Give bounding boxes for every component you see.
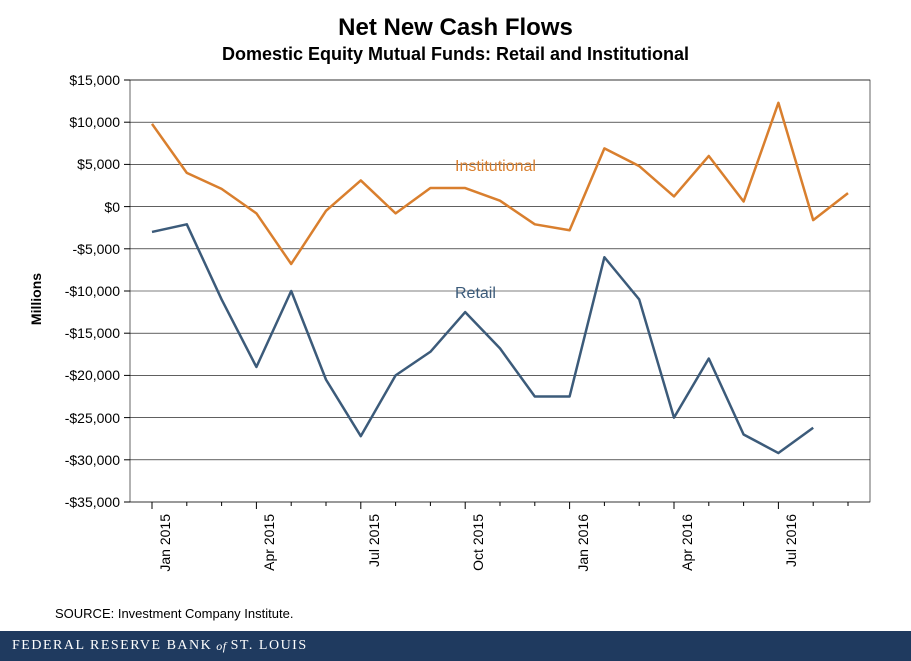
y-tick-label: -$30,000 <box>65 452 120 468</box>
x-tick-label: Jan 2015 <box>157 514 173 572</box>
y-tick-label: -$20,000 <box>65 367 120 383</box>
y-tick-label: -$15,000 <box>65 325 120 341</box>
y-tick-label: -$5,000 <box>73 241 120 257</box>
footer-text-3: ST. LOUIS <box>231 638 308 654</box>
series-label-retail: Retail <box>455 285 496 303</box>
y-tick-label: $5,000 <box>77 156 120 172</box>
footer-bar: FEDERAL RESERVE BANK of ST. LOUIS <box>0 631 911 661</box>
footer-text-2: of <box>216 639 226 654</box>
x-tick-label: Apr 2016 <box>679 514 695 571</box>
y-tick-label: $15,000 <box>69 72 120 88</box>
chart-title: Net New Cash Flows <box>0 0 911 42</box>
y-tick-label: -$10,000 <box>65 283 120 299</box>
x-tick-label: Jul 2016 <box>783 514 799 567</box>
chart-container: Net New Cash Flows Domestic Equity Mutua… <box>0 0 911 661</box>
series-line-institutional <box>152 103 848 264</box>
y-axis-label: Millions <box>28 273 44 325</box>
chart-svg <box>130 80 870 502</box>
x-tick-label: Apr 2015 <box>261 514 277 571</box>
series-label-institutional: Institutional <box>455 158 536 176</box>
x-tick-label: Jan 2016 <box>575 514 591 572</box>
x-tick-label: Oct 2015 <box>470 514 486 571</box>
y-tick-label: -$35,000 <box>65 494 120 510</box>
plot-area <box>130 80 870 502</box>
x-tick-label: Jul 2015 <box>366 514 382 567</box>
y-tick-label: $0 <box>104 199 120 215</box>
footer-text-1: FEDERAL RESERVE BANK <box>12 638 212 654</box>
chart-subtitle: Domestic Equity Mutual Funds: Retail and… <box>0 42 911 65</box>
y-tick-label: -$25,000 <box>65 410 120 426</box>
series-line-retail <box>152 224 813 453</box>
source-text: SOURCE: Investment Company Institute. <box>55 606 293 621</box>
y-tick-label: $10,000 <box>69 114 120 130</box>
